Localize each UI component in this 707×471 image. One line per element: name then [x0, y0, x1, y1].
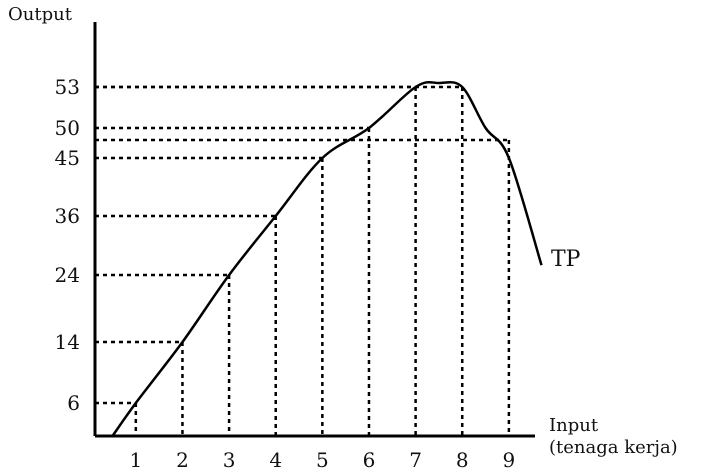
series-label-tp: TP	[551, 247, 581, 272]
tp-curve	[111, 80, 543, 437]
x-axis-label-line2: (tenaga kerja)	[549, 437, 678, 458]
y-tick-14: 14	[55, 330, 80, 354]
x-tick-2: 2	[176, 448, 189, 471]
y-tick-53: 53	[55, 75, 80, 99]
y-tick-36: 36	[55, 204, 80, 228]
y-tick-6: 6	[67, 391, 80, 415]
axes	[93, 22, 535, 438]
x-tick-5: 5	[316, 448, 329, 471]
y-axis-label: Output	[8, 4, 73, 25]
y-tick-24: 24	[55, 263, 80, 287]
x-tick-6: 6	[363, 448, 376, 471]
x-tick-4: 4	[269, 448, 282, 471]
x-tick-9: 9	[503, 448, 516, 471]
x-tick-1: 1	[129, 448, 142, 471]
y-tick-50: 50	[55, 116, 80, 140]
x-tick-3: 3	[223, 448, 236, 471]
x-axis-label-line1: Input	[549, 415, 599, 436]
y-tick-labels: 6 14 24 36 45 50 53	[55, 75, 80, 415]
dashed-reference-lines	[95, 85, 511, 436]
x-tick-labels: 1 2 3 4 5 6 7 8 9	[129, 448, 515, 471]
y-tick-45: 45	[55, 146, 80, 170]
x-tick-8: 8	[456, 448, 469, 471]
x-tick-7: 7	[409, 448, 422, 471]
